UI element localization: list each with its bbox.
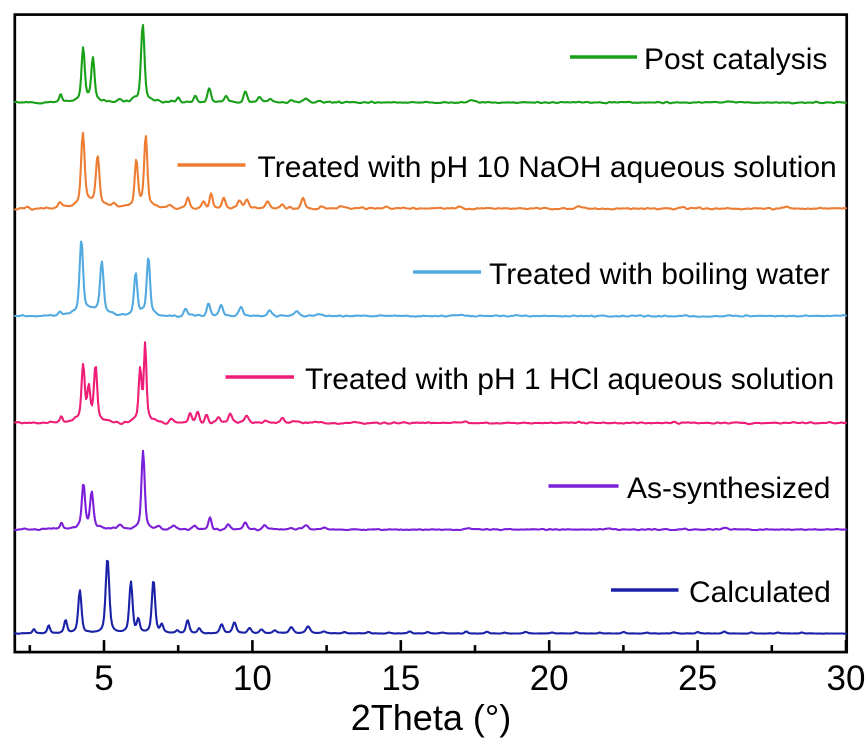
svg-text:Post catalysis: Post catalysis xyxy=(644,43,827,76)
svg-text:Treated with pH 10 NaOH aqueou: Treated with pH 10 NaOH aqueous solution xyxy=(258,151,837,184)
svg-text:As-synthesized: As-synthesized xyxy=(627,472,830,505)
svg-text:5: 5 xyxy=(94,659,113,698)
svg-text:Treated with boiling water: Treated with boiling water xyxy=(489,258,830,291)
svg-text:10: 10 xyxy=(233,659,272,698)
svg-text:2Theta (°): 2Theta (°) xyxy=(351,697,511,738)
svg-text:Treated with pH 1 HCl aqueous: Treated with pH 1 HCl aqueous solution xyxy=(305,363,834,396)
svg-text:Calculated: Calculated xyxy=(689,576,831,609)
svg-text:15: 15 xyxy=(381,659,420,698)
svg-text:30: 30 xyxy=(827,659,866,698)
svg-text:20: 20 xyxy=(530,659,569,698)
svg-text:25: 25 xyxy=(678,659,717,698)
